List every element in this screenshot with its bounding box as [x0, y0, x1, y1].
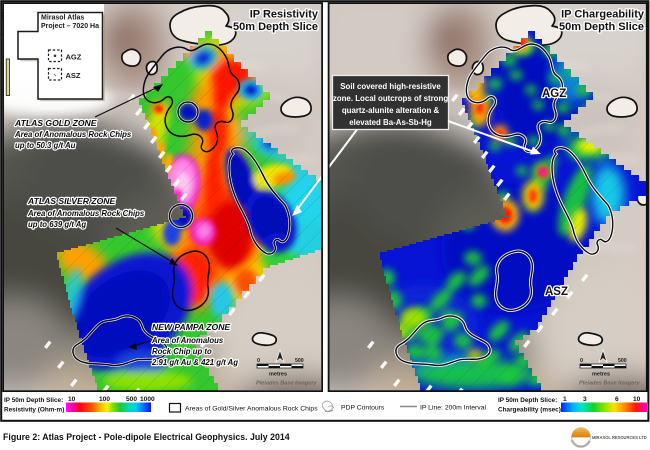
svg-text:Resistivity (Ohm-m): Resistivity (Ohm-m): [4, 407, 64, 414]
svg-text:2.91 g/t Au & 421 g/t Ag: 2.91 g/t Au & 421 g/t Ag: [151, 358, 238, 367]
svg-text:Area of Anomalous Rock Chips: Area of Anomalous Rock Chips: [27, 209, 145, 218]
svg-text:ATLAS GOLD ZONE: ATLAS GOLD ZONE: [14, 118, 97, 128]
svg-text:IP 50m Depth Slice:: IP 50m Depth Slice:: [4, 397, 63, 404]
svg-text:Project – 7020 Ha: Project – 7020 Ha: [41, 23, 99, 30]
svg-text:Chargeability (msec): Chargeability (msec): [498, 407, 561, 414]
svg-text:Figure 2: Atlas Project - Pole: Figure 2: Atlas Project - Pole-dipole El…: [3, 432, 290, 442]
svg-text:ASZ: ASZ: [545, 286, 568, 298]
svg-text:1000: 1000: [140, 396, 155, 403]
svg-text:Soil covered high-resistive: Soil covered high-resistive: [340, 82, 441, 91]
svg-text:elevated Ba-As-Sb-Hg: elevated Ba-As-Sb-Hg: [349, 118, 432, 127]
svg-text:100: 100: [99, 396, 110, 403]
svg-text:IP 50m Depth Slice:: IP 50m Depth Slice:: [498, 397, 557, 404]
svg-text:IP Chargeability: IP Chargeability: [561, 9, 645, 21]
svg-text:NEW PAMPA ZONE: NEW PAMPA ZONE: [152, 322, 230, 332]
svg-text:up to 639 g/t Ag: up to 639 g/t Ag: [28, 220, 86, 229]
svg-text:10: 10: [68, 396, 76, 403]
svg-text:AGZ: AGZ: [542, 88, 566, 100]
svg-text:ATLAS SILVER ZONE: ATLAS SILVER ZONE: [27, 196, 115, 206]
svg-text:6: 6: [615, 396, 619, 403]
svg-text:ASZ: ASZ: [66, 71, 81, 80]
svg-text:up to 50.3 g/t Au: up to 50.3 g/t Au: [15, 141, 76, 150]
svg-text:10: 10: [633, 396, 641, 403]
svg-text:1: 1: [563, 396, 567, 403]
svg-text:MIRASOL RESOURCES LTD: MIRASOL RESOURCES LTD: [592, 435, 647, 440]
svg-text:PDP Contours: PDP Contours: [341, 405, 385, 412]
svg-text:3: 3: [583, 396, 587, 403]
svg-text:Mirasol Atlas: Mirasol Atlas: [41, 15, 84, 22]
svg-text:Area of Anomalous Rock Chips: Area of Anomalous Rock Chips: [14, 130, 132, 139]
svg-text:500: 500: [126, 396, 137, 403]
svg-text:zone. Local outcrops of strong: zone. Local outcrops of strong: [333, 94, 448, 103]
svg-text:Rock Chip up to: Rock Chip up to: [152, 347, 212, 356]
svg-text:IP Resistivity: IP Resistivity: [250, 9, 319, 21]
svg-text:AGZ: AGZ: [66, 53, 82, 62]
svg-text:Areas of Gold/Silver Anomalous: Areas of Gold/Silver Anomalous Rock Chip…: [185, 406, 318, 413]
svg-text:Area of Anomalous: Area of Anomalous: [151, 336, 224, 345]
svg-text:50m Depth Slice: 50m Depth Slice: [559, 21, 644, 33]
svg-text:IP Line: 200m Interval: IP Line: 200m Interval: [420, 405, 486, 412]
svg-text:quartz-alunite alteration &: quartz-alunite alteration &: [342, 106, 440, 115]
svg-text:50m Depth Slice: 50m Depth Slice: [233, 21, 318, 33]
